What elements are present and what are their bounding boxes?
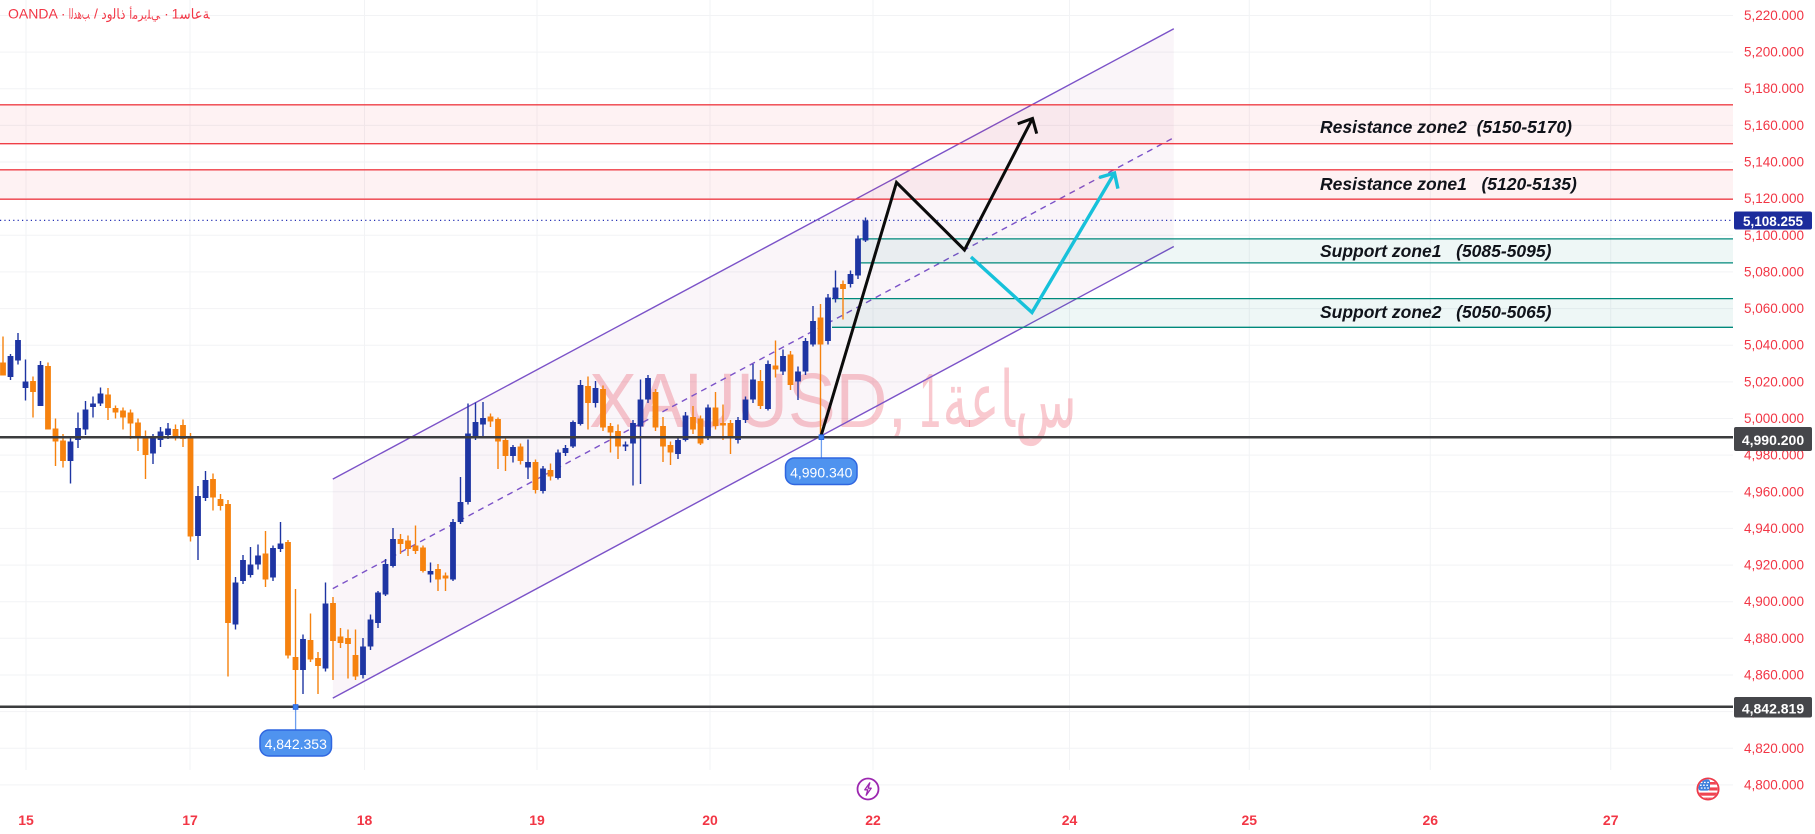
svg-text:/: / [94,6,98,22]
svg-text:Resistance zone2 (5150-5170): Resistance zone2 (5150-5170) [1320,117,1572,137]
svg-text:Support zone2 (5050-5065): Support zone2 (5050-5065) [1320,302,1552,322]
svg-text:Support zone1 (5085-5095): Support zone1 (5085-5095) [1320,241,1552,261]
svg-text:19: 19 [529,812,545,828]
svg-text:20: 20 [702,812,718,828]
svg-text:5,220.000: 5,220.000 [1744,8,1804,23]
svg-text:4,860.000: 4,860.000 [1744,668,1804,683]
svg-text:5,160.000: 5,160.000 [1744,118,1804,133]
svg-text:5,120.000: 5,120.000 [1744,191,1804,206]
svg-text:Resistance zone1 (5120-5135): Resistance zone1 (5120-5135) [1320,174,1577,194]
svg-text:5,060.000: 5,060.000 [1744,301,1804,316]
svg-text:5,100.000: 5,100.000 [1744,228,1804,243]
svg-text:22: 22 [865,812,881,828]
svg-text:25: 25 [1242,812,1258,828]
svg-text:5,020.000: 5,020.000 [1744,374,1804,389]
svg-text:4,980.000: 4,980.000 [1744,448,1804,463]
svg-text:1: 1 [172,6,180,22]
svg-text:5,080.000: 5,080.000 [1744,264,1804,279]
svg-text:4,920.000: 4,920.000 [1744,558,1804,573]
svg-text:·: · [164,6,169,22]
svg-text:24: 24 [1062,812,1078,828]
svg-text:4,842.353: 4,842.353 [265,736,327,752]
svg-text:4,842.819: 4,842.819 [1742,700,1804,716]
svg-text:4,990.340: 4,990.340 [790,464,852,480]
svg-text:4,800.000: 4,800.000 [1744,777,1804,792]
svg-text:1: 1 [919,357,940,443]
svg-text:5,108.255: 5,108.255 [1743,214,1804,229]
svg-text:5,000.000: 5,000.000 [1744,411,1804,426]
svg-text:4,880.000: 4,880.000 [1744,631,1804,646]
svg-text:15: 15 [18,812,34,828]
svg-text:4,820.000: 4,820.000 [1744,741,1804,756]
svg-text:4,960.000: 4,960.000 [1744,484,1804,499]
svg-text:5,140.000: 5,140.000 [1744,155,1804,170]
svg-text:26: 26 [1423,812,1439,828]
svg-text:5,180.000: 5,180.000 [1744,81,1804,96]
svg-text:4,990.200: 4,990.200 [1742,432,1804,448]
svg-text:·: · [61,6,66,22]
svg-text:5,040.000: 5,040.000 [1744,338,1804,353]
svg-text:4,940.000: 4,940.000 [1744,521,1804,536]
svg-text:27: 27 [1603,812,1619,828]
svg-text:18: 18 [357,812,373,828]
svg-text:5,200.000: 5,200.000 [1744,45,1804,60]
svg-text:4,900.000: 4,900.000 [1744,594,1804,609]
svg-text:OANDA: OANDA [8,6,58,22]
svg-text:17: 17 [182,812,198,828]
